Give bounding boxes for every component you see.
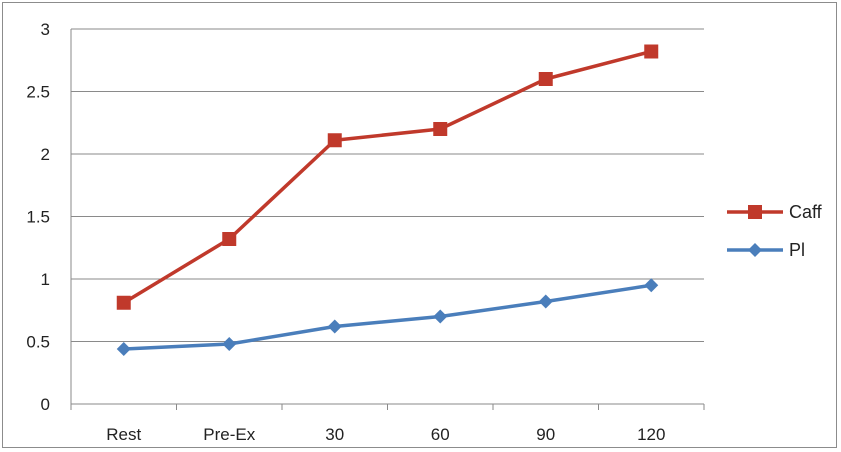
- y-tick-label: 2: [41, 145, 50, 164]
- y-tick-labels: 0 0.5 1 1.5 2 2.5 3: [26, 20, 50, 414]
- x-tick-label: 90: [536, 425, 555, 444]
- legend-marker-pl: [748, 243, 762, 257]
- series-line-caff: [122, 49, 652, 305]
- chart-frame: [2, 2, 837, 448]
- y-tick-label: 2.5: [26, 83, 50, 102]
- data-point-caff: [327, 133, 342, 148]
- legend-label-pl: Pl: [789, 240, 805, 260]
- gridlines: [71, 28, 704, 342]
- data-point-pl: [222, 337, 237, 351]
- legend-marker-caff: [748, 205, 762, 219]
- data-point-caff: [222, 232, 237, 246]
- data-point-caff: [116, 295, 131, 310]
- axes: [70, 29, 705, 410]
- data-point-caff: [644, 44, 659, 59]
- legend-label-caff: Caff: [789, 202, 823, 222]
- x-tick-labels: Rest Pre-Ex 30 60 90 120: [106, 425, 665, 444]
- legend: Caff Pl: [727, 202, 823, 260]
- x-tick-label: Pre-Ex: [203, 425, 255, 444]
- data-point-pl: [433, 309, 448, 324]
- x-tick-label: 120: [637, 425, 665, 444]
- data-point-caff: [538, 72, 553, 86]
- x-tick-label: 30: [325, 425, 344, 444]
- y-tick-label: 0: [41, 395, 50, 414]
- y-tick-label: 1: [41, 270, 50, 289]
- series-line-pl: [123, 283, 652, 351]
- data-point-pl: [327, 319, 342, 334]
- data-point-pl: [116, 342, 131, 356]
- y-tick-label: 0.5: [26, 333, 50, 352]
- data-point-pl: [538, 294, 553, 309]
- x-tick-label: 60: [431, 425, 450, 444]
- x-tick-label: Rest: [106, 425, 141, 444]
- series-group: [116, 44, 659, 356]
- data-point-caff: [433, 122, 448, 136]
- y-tick-label: 3: [41, 20, 50, 39]
- y-tick-label: 1.5: [26, 208, 50, 227]
- data-point-pl: [644, 278, 659, 293]
